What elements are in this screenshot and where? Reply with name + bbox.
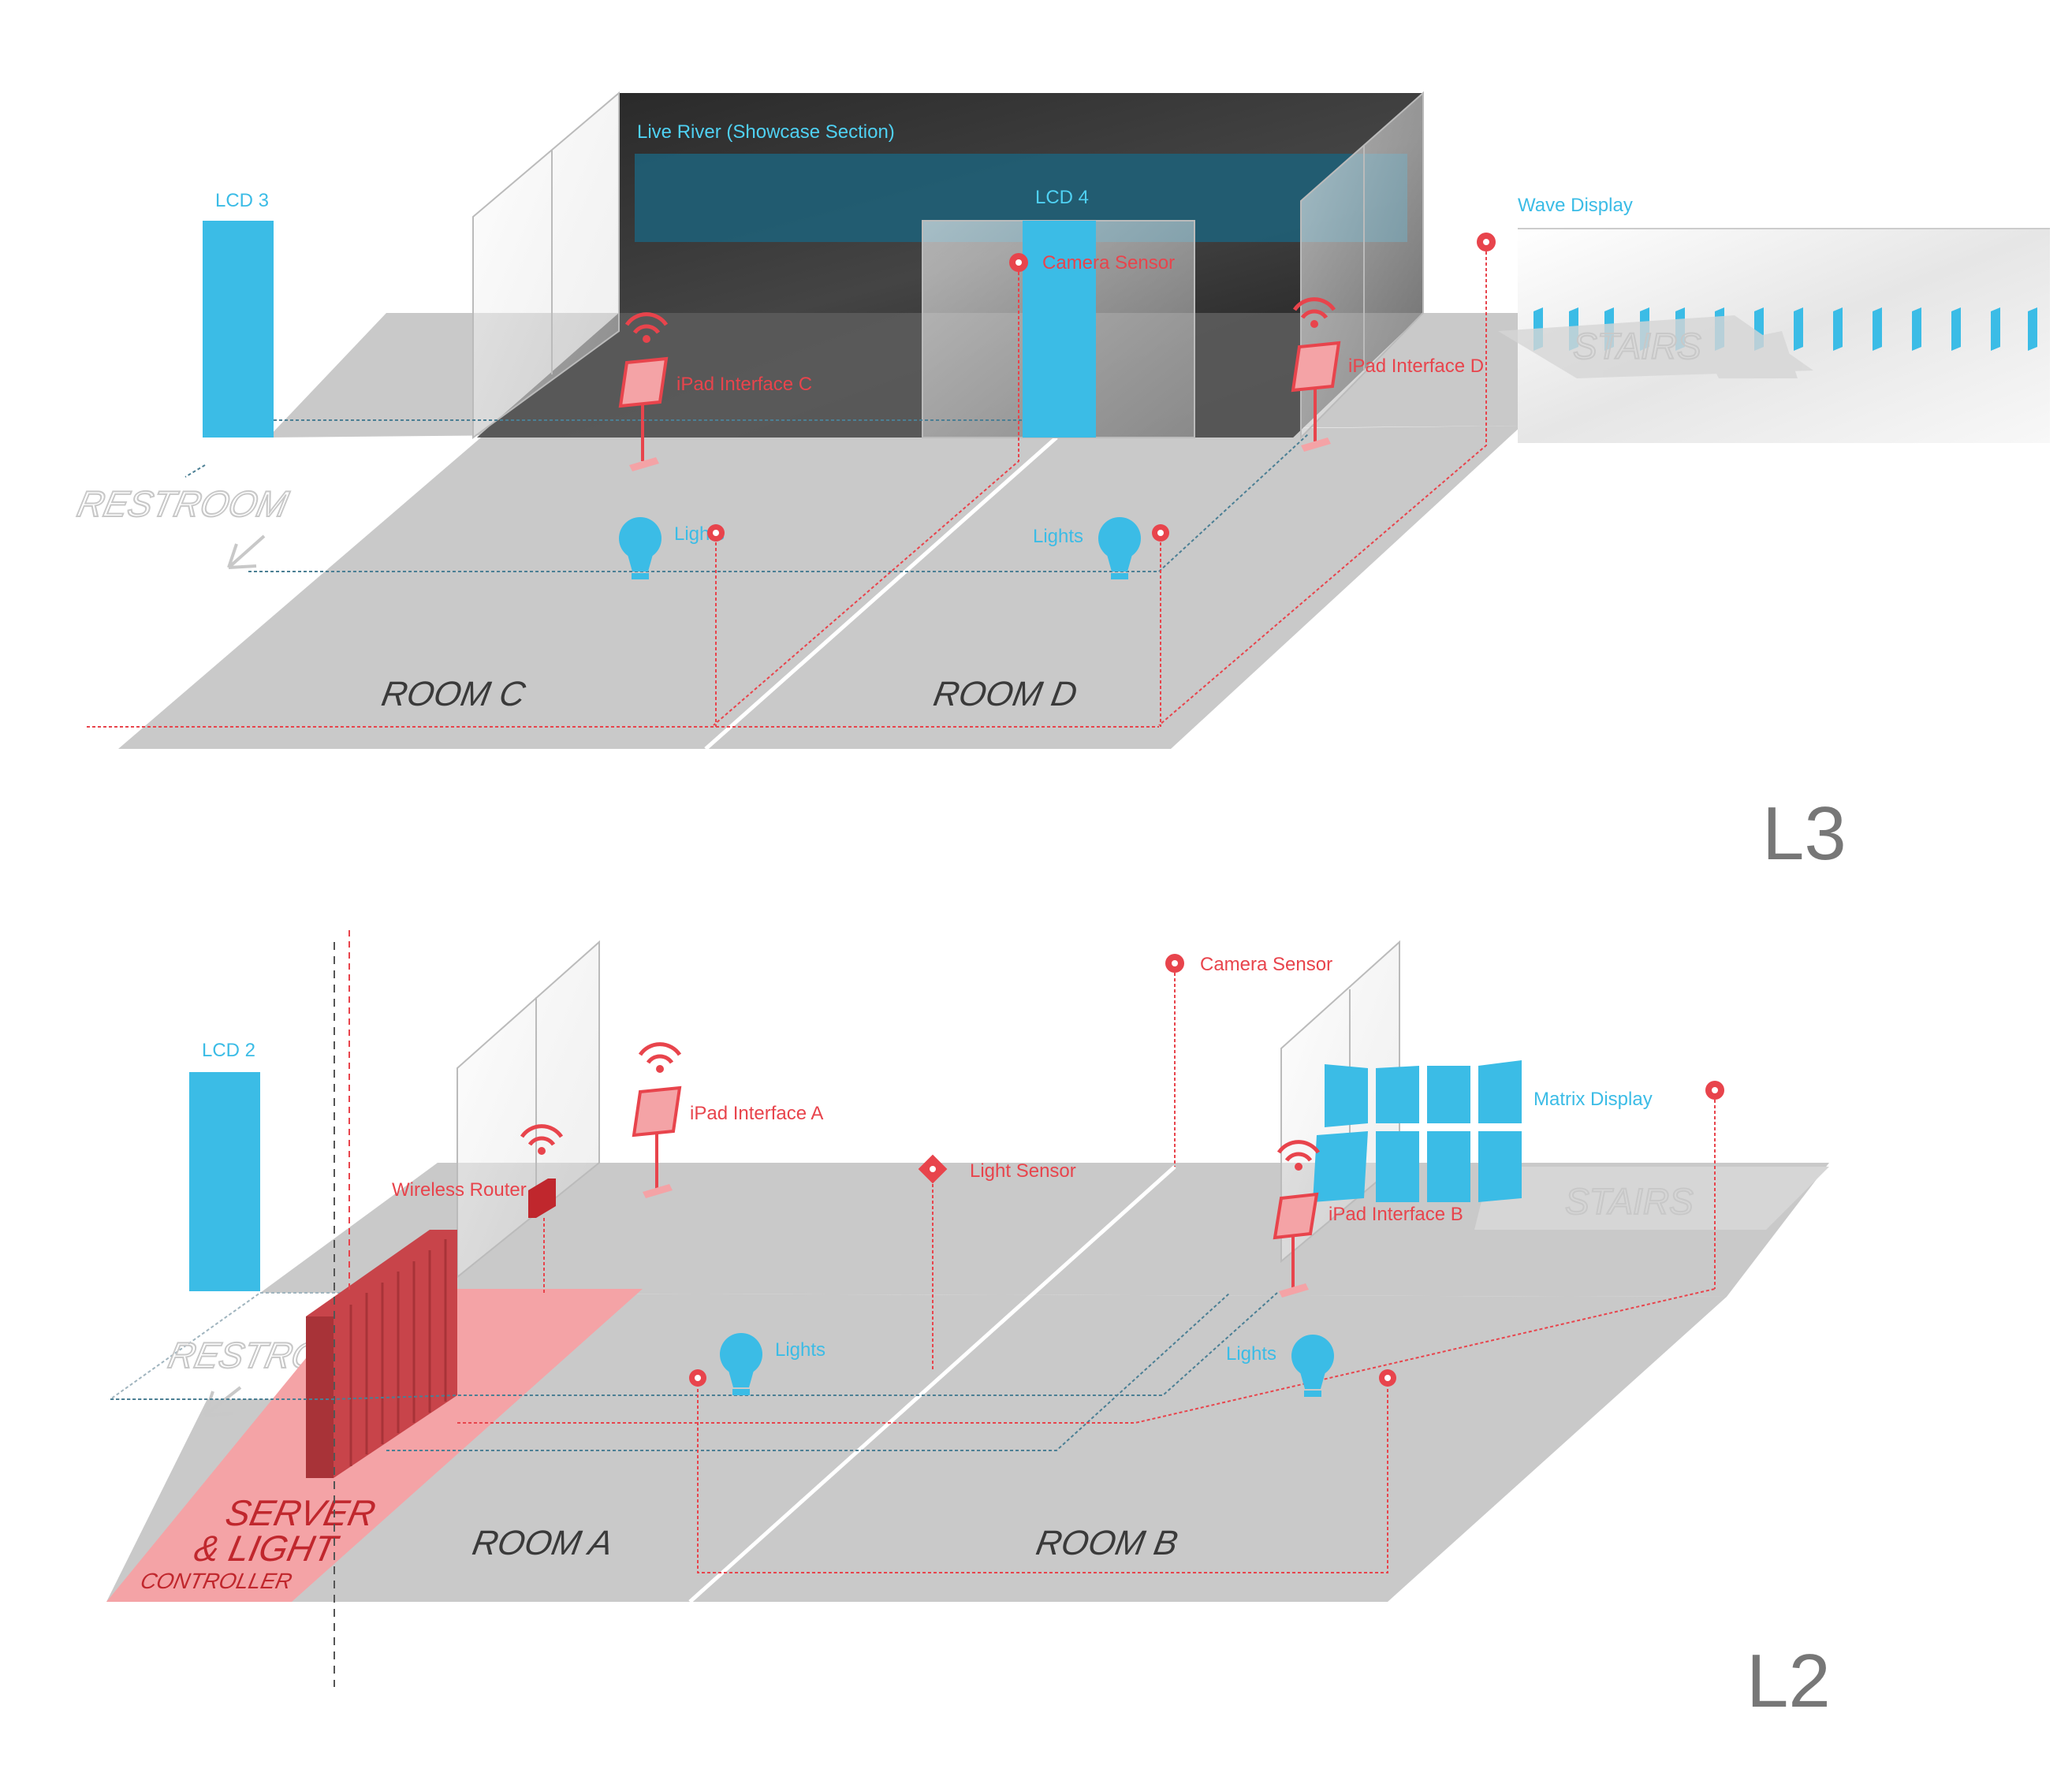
stairs-l3-label: STAIRS: [1573, 326, 1701, 367]
ipad-b-label: iPad Interface B: [1329, 1204, 1463, 1225]
ipad-interface-b: [1273, 1140, 1321, 1298]
room-a-label: ROOM A: [470, 1524, 616, 1562]
wireless-router-label: Wireless Router: [392, 1179, 527, 1201]
wave-display-label: Wave Display: [1518, 195, 1633, 216]
matrix-display-panels: [1313, 1060, 1522, 1202]
server-label-line2: & LIGHT: [191, 1528, 343, 1568]
camera-sensor-l3-label: Camera Sensor: [1042, 252, 1175, 274]
level-3: Live River (Showcase Section) LCD 3 LCD …: [73, 91, 2050, 876]
lights-a-label: Lights: [775, 1339, 825, 1361]
ipad-interface-a: [632, 1042, 682, 1198]
server-label-line1: SERVER: [222, 1492, 379, 1532]
stairs-l3-shape: [1498, 315, 1813, 378]
lights-d-label: Lights: [1033, 526, 1083, 547]
lights-c-bulb-icon: [619, 517, 661, 579]
server-label-line3: CONTROLLER: [138, 1568, 294, 1593]
glass-wall-a: [457, 940, 600, 1279]
ipad-interface-c: [618, 312, 669, 471]
server-rack-slats: [349, 1239, 447, 1466]
l2-network-blue: [110, 1292, 1278, 1400]
lights-a-bulb-icon: [720, 1333, 762, 1395]
l3-room-divider: [704, 436, 1058, 750]
restroom-arrow-icon: [227, 534, 266, 569]
lcd-3-screen: [203, 221, 274, 438]
lights-b-bulb-icon: [1291, 1335, 1334, 1397]
lcd-3-label: LCD 3: [215, 190, 269, 211]
lcd-4-screen: [1023, 221, 1096, 438]
restroom-l3-label: RESTROOM: [74, 483, 293, 523]
camera-sensor-l2-label: Camera Sensor: [1200, 954, 1332, 975]
room-b-label: ROOM B: [1034, 1524, 1181, 1562]
l3-main-floor: [118, 426, 1522, 749]
router-box-icon: [528, 1179, 556, 1218]
ipad-c-tablet-icon: [618, 356, 669, 408]
showcase-label: Live River (Showcase Section): [637, 121, 895, 143]
ipad-c-label: iPad Interface C: [676, 374, 812, 395]
wifi-icon: [520, 1124, 564, 1146]
room-c-label: ROOM C: [378, 675, 528, 713]
level-2: STAIRS Matrix Display LCD 2 RESTRO: [106, 930, 1831, 1723]
lcd-2-label: LCD 2: [202, 1040, 255, 1061]
level-3-label: L3: [1762, 791, 1847, 876]
wifi-icon: [624, 312, 669, 334]
lights-d-bulb-icon: [1098, 517, 1141, 579]
restroom-l2-arrow-icon: [203, 1386, 242, 1417]
wifi-icon: [1292, 297, 1336, 319]
lcd-2-screen: [189, 1072, 260, 1291]
matrix-display-label: Matrix Display: [1534, 1089, 1653, 1110]
stairs-l2-shape: [1474, 1167, 1829, 1230]
level-2-label: L2: [1746, 1639, 1831, 1723]
light-sensor-label: Light Sensor: [970, 1160, 1076, 1182]
room-d-label: ROOM D: [930, 675, 1079, 713]
glass-wall-left: [472, 91, 620, 439]
ipad-d-tablet-icon: [1291, 341, 1341, 393]
ipad-interface-d: [1291, 297, 1341, 452]
ipad-b-tablet-icon: [1273, 1192, 1319, 1240]
ipad-a-tablet-icon: [632, 1085, 682, 1138]
l2-room-divider: [688, 1165, 1176, 1603]
ipad-d-label: iPad Interface D: [1348, 356, 1484, 377]
lcd-4-label: LCD 4: [1035, 187, 1089, 208]
lights-b-label: Lights: [1226, 1343, 1276, 1365]
wave-display-panel: [1518, 229, 2050, 443]
wifi-icon: [1276, 1140, 1321, 1162]
stairs-l2-label: STAIRS: [1565, 1181, 1694, 1222]
wireless-router: [520, 1124, 564, 1218]
ipad-a-label: iPad Interface A: [690, 1103, 823, 1124]
wifi-icon: [638, 1042, 682, 1064]
